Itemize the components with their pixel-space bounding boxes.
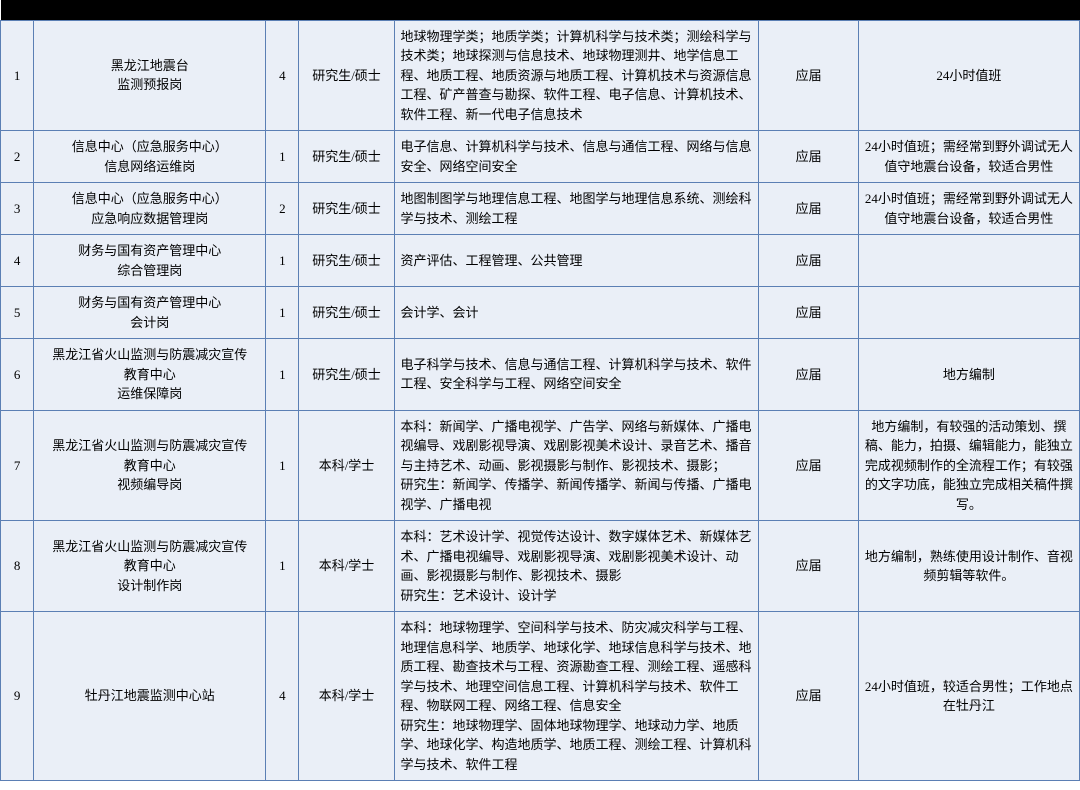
headcount: 1 [266,521,299,612]
candidate-type: 应届 [759,183,858,235]
unit-line: 牡丹江地震监测中心站 [38,686,261,706]
major: 本科：艺术设计学、视觉传达设计、数字媒体艺术、新媒体艺术、广播电视编导、戏剧影视… [394,521,759,612]
education: 研究生/硕士 [299,20,394,131]
unit-position: 黑龙江省火山监测与防震减灾宣传教育中心视频编导岗 [34,410,266,521]
major: 本科：新闻学、广播电视学、广告学、网络与新媒体、广播电视编导、戏剧影视导演、戏剧… [394,410,759,521]
headcount: 4 [266,20,299,131]
major: 会计学、会计 [394,287,759,339]
remark: 地方编制，熟练使用设计制作、音视频剪辑等软件。 [858,521,1079,612]
unit-line: 黑龙江省火山监测与防震减灾宣传 [38,345,261,365]
education: 本科/学士 [299,521,394,612]
unit-position: 黑龙江地震台监测预报岗 [34,20,266,131]
recruitment-table: 1黑龙江地震台监测预报岗4研究生/硕士地球物理学类；地质学类；计算机科学与技术类… [0,0,1080,781]
table-row: 9牡丹江地震监测中心站4本科/学士本科：地球物理学、空间科学与技术、防灾减灾科学… [1,612,1080,781]
table-row: 3信息中心（应急服务中心）应急响应数据管理岗2研究生/硕士地图制图学与地理信息工… [1,183,1080,235]
unit-position: 财务与国有资产管理中心综合管理岗 [34,235,266,287]
major: 资产评估、工程管理、公共管理 [394,235,759,287]
unit-position: 信息中心（应急服务中心）应急响应数据管理岗 [34,183,266,235]
header-row [1,0,1080,20]
education: 本科/学士 [299,410,394,521]
education: 研究生/硕士 [299,287,394,339]
table-row: 4财务与国有资产管理中心综合管理岗1研究生/硕士资产评估、工程管理、公共管理应届 [1,235,1080,287]
table-row: 7黑龙江省火山监测与防震减灾宣传教育中心视频编导岗1本科/学士本科：新闻学、广播… [1,410,1080,521]
unit-line: 黑龙江地震台 [38,56,261,76]
remark: 24小时值班 [858,20,1079,131]
unit-position: 黑龙江省火山监测与防震减灾宣传教育中心运维保障岗 [34,339,266,411]
headcount: 1 [266,131,299,183]
remark: 24小时值班；需经常到野外调试无人值守地震台设备，较适合男性 [858,131,1079,183]
major: 电子科学与技术、信息与通信工程、计算机科学与技术、软件工程、安全科学与工程、网络… [394,339,759,411]
remark: 地方编制，有较强的活动策划、撰稿、能力，拍摄、编辑能力，能独立完成视频制作的全流… [858,410,1079,521]
education: 研究生/硕士 [299,339,394,411]
unit-line: 视频编导岗 [38,475,261,495]
education: 研究生/硕士 [299,235,394,287]
row-index: 2 [1,131,34,183]
table-row: 1黑龙江地震台监测预报岗4研究生/硕士地球物理学类；地质学类；计算机科学与技术类… [1,20,1080,131]
headcount: 1 [266,339,299,411]
candidate-type: 应届 [759,612,858,781]
table-row: 5财务与国有资产管理中心会计岗1研究生/硕士会计学、会计应届 [1,287,1080,339]
candidate-type: 应届 [759,521,858,612]
remark: 24小时值班；需经常到野外调试无人值守地震台设备，较适合男性 [858,183,1079,235]
headcount: 2 [266,183,299,235]
education: 研究生/硕士 [299,131,394,183]
unit-line: 教育中心 [38,365,261,385]
unit-position: 财务与国有资产管理中心会计岗 [34,287,266,339]
unit-line: 黑龙江省火山监测与防震减灾宣传 [38,537,261,557]
candidate-type: 应届 [759,287,858,339]
education: 研究生/硕士 [299,183,394,235]
unit-position: 黑龙江省火山监测与防震减灾宣传教育中心设计制作岗 [34,521,266,612]
remark: 地方编制 [858,339,1079,411]
headcount: 1 [266,410,299,521]
unit-line: 运维保障岗 [38,384,261,404]
row-index: 6 [1,339,34,411]
unit-line: 财务与国有资产管理中心 [38,241,261,261]
remark [858,235,1079,287]
unit-position: 信息中心（应急服务中心）信息网络运维岗 [34,131,266,183]
candidate-type: 应届 [759,410,858,521]
unit-line: 信息网络运维岗 [38,157,261,177]
row-index: 3 [1,183,34,235]
education: 本科/学士 [299,612,394,781]
row-index: 8 [1,521,34,612]
headcount: 1 [266,287,299,339]
unit-line: 教育中心 [38,556,261,576]
unit-line: 信息中心（应急服务中心） [38,137,261,157]
unit-line: 黑龙江省火山监测与防震减灾宣传 [38,436,261,456]
unit-line: 信息中心（应急服务中心） [38,189,261,209]
candidate-type: 应届 [759,339,858,411]
table-row: 2信息中心（应急服务中心）信息网络运维岗1研究生/硕士电子信息、计算机科学与技术… [1,131,1080,183]
row-index: 4 [1,235,34,287]
row-index: 1 [1,20,34,131]
major: 本科：地球物理学、空间科学与技术、防灾减灾科学与工程、地理信息科学、地质学、地球… [394,612,759,781]
unit-line: 教育中心 [38,456,261,476]
unit-line: 监测预报岗 [38,75,261,95]
table-row: 8黑龙江省火山监测与防震减灾宣传教育中心设计制作岗1本科/学士本科：艺术设计学、… [1,521,1080,612]
unit-line: 会计岗 [38,313,261,333]
major: 地图制图学与地理信息工程、地图学与地理信息系统、测绘科学与技术、测绘工程 [394,183,759,235]
remark: 24小时值班，较适合男性；工作地点在牡丹江 [858,612,1079,781]
unit-line: 综合管理岗 [38,261,261,281]
unit-position: 牡丹江地震监测中心站 [34,612,266,781]
unit-line: 财务与国有资产管理中心 [38,293,261,313]
major: 地球物理学类；地质学类；计算机科学与技术类；测绘科学与技术类；地球探测与信息技术… [394,20,759,131]
unit-line: 应急响应数据管理岗 [38,209,261,229]
major: 电子信息、计算机科学与技术、信息与通信工程、网络与信息安全、网络空间安全 [394,131,759,183]
row-index: 5 [1,287,34,339]
candidate-type: 应届 [759,131,858,183]
table-row: 6黑龙江省火山监测与防震减灾宣传教育中心运维保障岗1研究生/硕士电子科学与技术、… [1,339,1080,411]
row-index: 9 [1,612,34,781]
unit-line: 设计制作岗 [38,576,261,596]
row-index: 7 [1,410,34,521]
headcount: 1 [266,235,299,287]
headcount: 4 [266,612,299,781]
candidate-type: 应届 [759,235,858,287]
candidate-type: 应届 [759,20,858,131]
remark [858,287,1079,339]
